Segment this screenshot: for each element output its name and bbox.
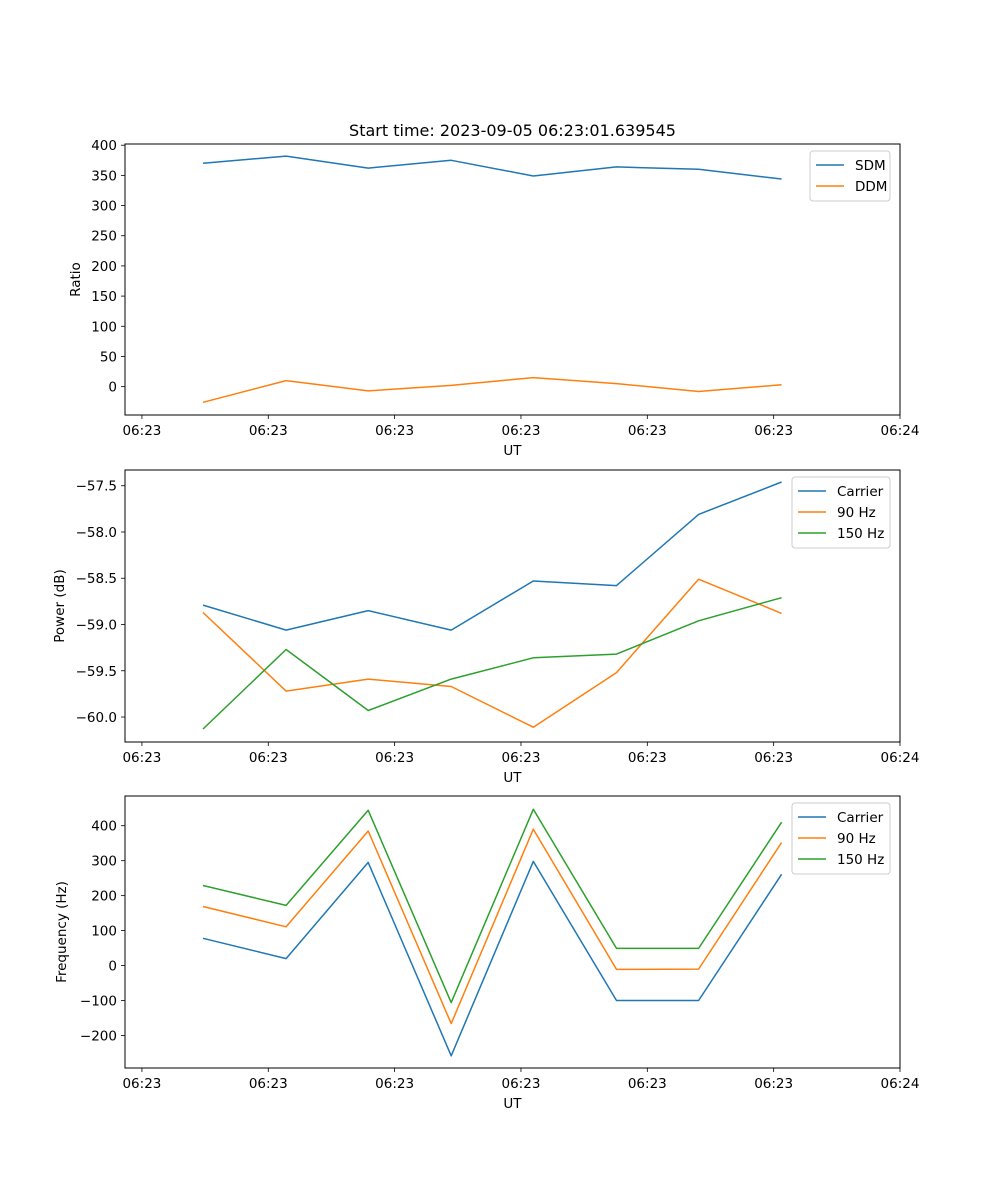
series-line-150-hz bbox=[202, 596, 782, 730]
y-tick-label: 0 bbox=[108, 380, 117, 396]
x-tick-label: 06:23 bbox=[122, 1076, 161, 1092]
x-tick-label: 06:23 bbox=[375, 1076, 414, 1092]
subplot-3: 06:23 06:23 06:23 06:23 06:23 06:23 06:24 UT −20… bbox=[54, 795, 920, 1112]
subplot-1: 06:23 06:23 06:23 06:23 06:23 06:23 06:24 UT 0 50… bbox=[68, 138, 919, 459]
x-tick-label: 06:23 bbox=[249, 1076, 288, 1092]
legend: Carrier 90 Hz 150 Hz bbox=[791, 802, 891, 875]
y-tick-label: 100 bbox=[91, 319, 117, 335]
x-tick-label: 06:23 bbox=[122, 423, 161, 439]
x-tick-label: 06:24 bbox=[881, 423, 920, 439]
legend-label: 90 Hz bbox=[837, 505, 876, 521]
x-tick-label: 06:23 bbox=[502, 423, 541, 439]
legend-box bbox=[791, 802, 891, 875]
y-tick-label: −58.0 bbox=[76, 525, 117, 541]
legend-box bbox=[809, 150, 891, 202]
legend: Carrier 90 Hz 150 Hz bbox=[791, 476, 891, 549]
legend-label: Carrier bbox=[837, 484, 884, 500]
x-tick-label: 06:23 bbox=[628, 750, 667, 766]
series-line-90-hz bbox=[202, 578, 782, 728]
y-tick-label: 150 bbox=[91, 289, 117, 305]
legend-box bbox=[791, 476, 891, 549]
x-tick-label: 06:23 bbox=[754, 423, 793, 439]
series-line-150-hz bbox=[202, 808, 783, 1004]
x-axis-label: UT bbox=[503, 1096, 522, 1112]
legend-label: SDM bbox=[855, 158, 886, 174]
y-tick-label: −60.0 bbox=[76, 710, 117, 726]
y-tick-label: 400 bbox=[91, 138, 117, 154]
x-tick-label: 06:23 bbox=[502, 750, 541, 766]
y-tick-label: 250 bbox=[91, 229, 117, 245]
series-line-carrier bbox=[202, 860, 783, 1057]
x-tick-label: 06:24 bbox=[881, 1076, 920, 1092]
y-tick-label: 50 bbox=[100, 349, 117, 365]
x-tick-label: 06:23 bbox=[502, 1076, 541, 1092]
x-tick-label: 06:23 bbox=[754, 750, 793, 766]
legend-label: DDM bbox=[855, 179, 887, 195]
x-tick-label: 06:23 bbox=[375, 423, 414, 439]
y-axis-label: Ratio bbox=[68, 262, 84, 297]
y-tick-label: 200 bbox=[91, 889, 117, 905]
y-tick-label: −57.5 bbox=[76, 479, 117, 495]
legend-label: 150 Hz bbox=[837, 526, 884, 542]
axes-frame bbox=[124, 143, 901, 416]
x-tick-label: 06:23 bbox=[122, 750, 161, 766]
y-tick-label: −58.5 bbox=[76, 571, 117, 587]
y-axis-label: Frequency (Hz) bbox=[54, 881, 70, 983]
y-tick-label: −200 bbox=[80, 1028, 117, 1044]
subplot-2: 06:23 06:23 06:23 06:23 06:23 06:23 06:24 UT −60… bbox=[52, 469, 920, 786]
series-line-carrier bbox=[202, 481, 782, 631]
axes-frame bbox=[124, 795, 901, 1069]
y-tick-label: 300 bbox=[91, 199, 117, 215]
chart-title: Start time: 2023-09-05 06:23:01.639545 bbox=[349, 121, 676, 140]
series-line-ddm bbox=[202, 376, 782, 404]
x-tick-label: 06:23 bbox=[249, 423, 288, 439]
x-axis-label: UT bbox=[503, 770, 522, 786]
y-tick-label: 0 bbox=[108, 959, 117, 975]
x-tick-label: 06:24 bbox=[881, 750, 920, 766]
y-axis-label: Power (dB) bbox=[52, 569, 68, 642]
y-tick-label: −59.5 bbox=[76, 664, 117, 680]
legend-label: 90 Hz bbox=[837, 831, 876, 847]
y-tick-label: 350 bbox=[91, 168, 117, 184]
legend-label: Carrier bbox=[837, 810, 884, 826]
x-tick-label: 06:23 bbox=[375, 750, 414, 766]
y-tick-label: −100 bbox=[80, 994, 117, 1010]
x-tick-label: 06:23 bbox=[754, 1076, 793, 1092]
x-tick-label: 06:23 bbox=[628, 1076, 667, 1092]
series-line-90-hz bbox=[202, 828, 783, 1025]
y-tick-label: −59.0 bbox=[76, 618, 117, 634]
legend-label: 150 Hz bbox=[837, 852, 884, 868]
y-tick-label: 100 bbox=[91, 924, 117, 940]
y-tick-label: 200 bbox=[91, 259, 117, 275]
x-axis-label: UT bbox=[503, 443, 522, 459]
y-tick-label: 300 bbox=[91, 854, 117, 870]
axes-frame bbox=[124, 469, 901, 743]
x-tick-label: 06:23 bbox=[628, 423, 667, 439]
x-tick-label: 06:23 bbox=[249, 750, 288, 766]
y-tick-label: 400 bbox=[91, 819, 117, 835]
series-line-sdm bbox=[202, 155, 782, 180]
legend: SDM DDM bbox=[809, 150, 891, 202]
